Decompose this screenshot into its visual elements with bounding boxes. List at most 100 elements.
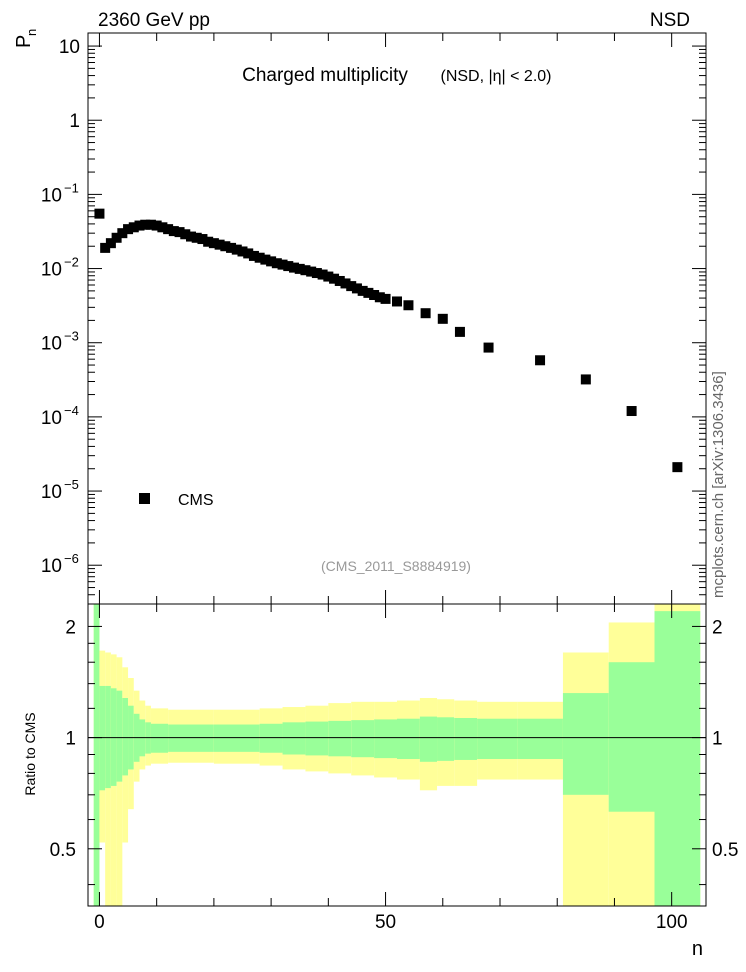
cms-data-points bbox=[94, 208, 683, 473]
data-point bbox=[260, 254, 271, 265]
y-tick-exponent: −1 bbox=[64, 180, 79, 195]
inner-band-bin bbox=[150, 723, 169, 753]
x-tick-label: 50 bbox=[375, 912, 396, 933]
x-tick-label: 0 bbox=[94, 912, 105, 933]
inner-band-bin bbox=[116, 690, 123, 782]
inner-band-bin bbox=[328, 720, 352, 757]
x-axis-label: n bbox=[692, 938, 703, 960]
data-point bbox=[329, 273, 340, 284]
y-tick-label: 1 bbox=[69, 111, 80, 132]
ratio-plot-panel: 0.5 0.5 1 1 2 2 0 50 100 Ratio to CMS n bbox=[22, 603, 739, 960]
data-point bbox=[271, 258, 282, 269]
ratio-tick-label-left: 2 bbox=[65, 617, 76, 638]
data-point bbox=[369, 290, 380, 301]
plot-subtitle: (NSD, |η| < 2.0) bbox=[440, 68, 551, 85]
plot-title: Charged multiplicity bbox=[242, 65, 408, 86]
y-tick-label: 10 bbox=[41, 334, 62, 355]
y-tick-label: 10 bbox=[41, 482, 62, 503]
main-frame bbox=[87, 32, 707, 605]
ratio-tick-label-right: 1 bbox=[712, 729, 723, 750]
data-point bbox=[420, 308, 431, 319]
data-point bbox=[294, 263, 305, 274]
data-point bbox=[140, 219, 151, 230]
legend-marker bbox=[139, 493, 150, 504]
data-point bbox=[105, 238, 116, 249]
data-point bbox=[334, 275, 345, 286]
ratio-tick-label-right: 0.5 bbox=[712, 840, 738, 861]
x-tick-labels: 0 50 100 bbox=[94, 912, 687, 933]
data-point bbox=[174, 227, 185, 238]
y-tick-exponent: −3 bbox=[64, 329, 79, 344]
inner-band-bin bbox=[454, 717, 478, 760]
y-tick-label: 10 bbox=[41, 408, 62, 429]
data-point bbox=[363, 287, 374, 298]
data-point bbox=[289, 262, 299, 273]
inner-band-bin bbox=[122, 698, 129, 776]
inner-band-bin bbox=[305, 721, 329, 756]
y-tick-label: 10 bbox=[59, 37, 80, 58]
data-point bbox=[220, 241, 231, 252]
data-point bbox=[392, 296, 402, 307]
data-point bbox=[346, 281, 357, 292]
legend-label: CMS bbox=[178, 492, 214, 509]
y-axis-label-sub: n bbox=[24, 29, 39, 36]
data-point bbox=[128, 222, 139, 233]
ratio-axis-label: Ratio to CMS bbox=[22, 712, 38, 795]
inner-band-bin bbox=[99, 685, 106, 791]
data-point bbox=[380, 293, 391, 304]
data-point bbox=[672, 462, 683, 473]
data-point bbox=[117, 228, 128, 239]
inner-band-bin bbox=[477, 718, 518, 760]
inner-band-bin bbox=[105, 685, 111, 789]
data-point bbox=[248, 250, 259, 261]
data-point bbox=[157, 222, 168, 233]
inner-band-bin bbox=[259, 723, 283, 753]
data-point bbox=[266, 256, 277, 267]
inner-band-bin bbox=[351, 720, 375, 758]
data-point bbox=[186, 231, 196, 242]
inner-band-bin bbox=[168, 724, 214, 752]
data-point bbox=[626, 406, 637, 417]
data-point bbox=[151, 220, 162, 231]
x-tick-label: 100 bbox=[656, 912, 688, 933]
y-tick-exponent: −4 bbox=[64, 403, 79, 418]
data-point bbox=[134, 220, 145, 231]
data-point bbox=[163, 224, 174, 235]
inner-band-bin bbox=[374, 719, 397, 759]
inner-band-bin bbox=[93, 604, 100, 906]
main-x-ticks bbox=[98, 33, 673, 604]
data-point bbox=[214, 239, 225, 250]
data-point bbox=[226, 242, 237, 253]
ratio-tick-label-left: 0.5 bbox=[50, 840, 76, 861]
data-point bbox=[111, 232, 122, 243]
inner-band-bin bbox=[517, 718, 563, 760]
data-point bbox=[277, 259, 288, 270]
inner-band-bin bbox=[397, 718, 420, 760]
data-point bbox=[208, 238, 219, 249]
ratio-tick-label-left: 1 bbox=[65, 729, 76, 750]
ratio-tick-labels: 0.5 0.5 1 1 2 2 bbox=[50, 617, 739, 860]
y-tick-exponent: −2 bbox=[64, 255, 79, 270]
data-point bbox=[437, 313, 448, 324]
data-point bbox=[254, 252, 265, 263]
y-axis-label: P bbox=[13, 35, 35, 48]
inner-band-bin bbox=[282, 722, 306, 755]
data-point bbox=[197, 234, 208, 245]
data-point bbox=[535, 355, 546, 366]
data-point bbox=[123, 224, 134, 235]
side-watermark: mcplots.cern.ch [arXiv:1306.3436] bbox=[710, 371, 727, 598]
inner-band-bin bbox=[437, 717, 455, 761]
data-point bbox=[580, 374, 591, 385]
data-point bbox=[374, 292, 385, 303]
energy-label: 2360 GeV pp bbox=[98, 10, 210, 31]
inner-band-bin bbox=[654, 611, 701, 906]
data-point bbox=[454, 326, 465, 337]
data-point bbox=[203, 236, 214, 247]
main-y-ticks bbox=[88, 45, 706, 596]
ratio-uncertainty-bands bbox=[93, 604, 701, 906]
data-point bbox=[94, 208, 105, 219]
inner-band-bin bbox=[562, 693, 609, 795]
inner-band-bin bbox=[110, 688, 117, 786]
